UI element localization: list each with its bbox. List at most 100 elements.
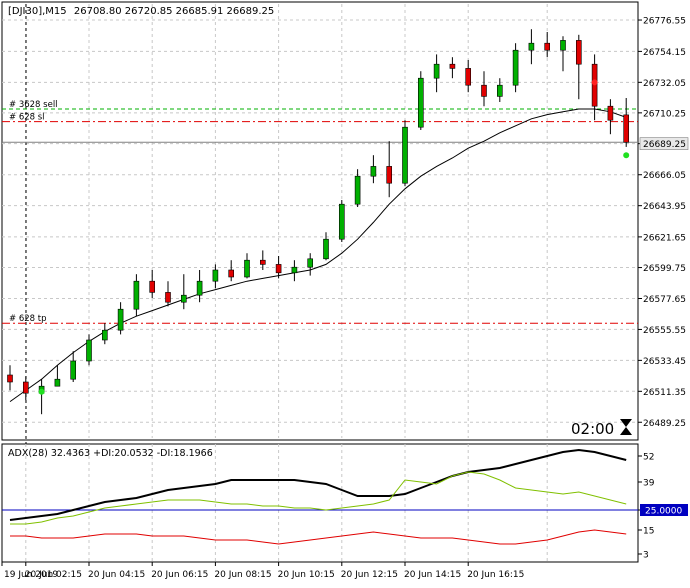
- adx-panel[interactable]: ADX(28) 32.4363 +DI:20.0532 -DI:18.1966: [1, 443, 639, 563]
- bull-candle[interactable]: [133, 274, 140, 317]
- price-tick-label: 26621.65: [643, 233, 686, 243]
- current-price-box: [639, 137, 689, 150]
- chart-title: [DJI30],M15 26708.80 26720.85 26685.91 2…: [8, 6, 274, 17]
- candle-timer: 02:00: [571, 420, 614, 438]
- candle-body: [149, 280, 155, 293]
- candle-body: [86, 339, 92, 362]
- bull-candle[interactable]: [86, 334, 92, 366]
- bull-candle[interactable]: [417, 71, 424, 130]
- bear-candle[interactable]: [7, 365, 13, 391]
- price-tick-label: 26776.55: [643, 17, 686, 27]
- price-tick-label: 26511.35: [643, 388, 686, 398]
- bull-candle[interactable]: [323, 232, 329, 261]
- bear-candle[interactable]: [623, 98, 630, 147]
- candle-body: [244, 259, 250, 278]
- time-tick-label: 20 Jun 08:15: [214, 570, 271, 580]
- candle-body: [512, 49, 519, 86]
- bear-candle[interactable]: [449, 57, 456, 79]
- bear-candle[interactable]: [575, 34, 582, 100]
- candle-body: [528, 42, 535, 51]
- symbol-label: [DJI30],M15: [8, 6, 67, 17]
- trade-level-label: # 628 tp: [9, 314, 46, 324]
- price-tick-label: 26643.95: [643, 202, 686, 212]
- candles[interactable]: [7, 29, 630, 415]
- candle-body: [607, 105, 614, 121]
- trade-levels[interactable]: # 3628 sell # 628 sl # 628 tp: [2, 100, 638, 324]
- bull-candle[interactable]: [402, 120, 408, 186]
- bear-candle[interactable]: [259, 250, 266, 270]
- price-tick-label: 26710.25: [643, 109, 686, 119]
- plus-di-line: [10, 471, 627, 525]
- adx-level-box: [640, 504, 688, 516]
- bear-candle[interactable]: [165, 281, 171, 307]
- moving-average-line: [9, 108, 627, 403]
- candle-body: [496, 84, 503, 97]
- ohlc-readout: 26708.80 26720.85 26685.91 26689.25: [74, 6, 274, 17]
- current-price-label: 26689.25: [643, 140, 686, 150]
- bear-candle[interactable]: [481, 71, 487, 107]
- adx-level-label: 25.0000: [645, 507, 682, 517]
- hourglass-icon: [620, 419, 632, 435]
- trade-level-label: # 628 sl: [9, 113, 45, 123]
- bear-candle[interactable]: [386, 141, 393, 198]
- bull-candle[interactable]: [528, 29, 535, 65]
- bull-candle[interactable]: [370, 155, 377, 184]
- bull-candle[interactable]: [244, 253, 250, 279]
- minus-di-line: [10, 529, 627, 545]
- bull-candle[interactable]: [181, 274, 187, 310]
- trade-level-label: # 3628 sell: [9, 100, 58, 110]
- adx-line: [9, 448, 627, 521]
- candle-body: [117, 308, 124, 331]
- bear-candle[interactable]: [228, 260, 234, 282]
- bear-candle[interactable]: [149, 270, 155, 298]
- time-tick-label: 20 Jun 06:15: [151, 570, 208, 580]
- fractal-up-marker: [591, 79, 598, 86]
- bull-candle[interactable]: [354, 169, 361, 207]
- price-tick-label: 26555.55: [643, 326, 686, 336]
- bull-candle[interactable]: [433, 54, 440, 93]
- candle-body: [70, 360, 76, 380]
- bear-candle[interactable]: [275, 256, 282, 279]
- bull-candle[interactable]: [54, 365, 61, 387]
- price-axis[interactable]: 26776.55 26754.15 26732.05 26710.25 26689.25…: [638, 17, 689, 429]
- bull-candle[interactable]: [560, 36, 566, 72]
- time-tick-label: 20 Jun 02:15: [25, 570, 82, 580]
- candle-body: [417, 77, 424, 128]
- time-tick-label: 20 Jun 04:15: [88, 570, 145, 580]
- bull-candle[interactable]: [512, 43, 519, 93]
- bull-candle[interactable]: [338, 200, 345, 242]
- candle-body: [54, 378, 61, 387]
- time-tick-label: 20 Jun 12:15: [341, 570, 398, 580]
- candle-body: [481, 84, 487, 97]
- bear-candle[interactable]: [22, 376, 29, 401]
- adx-tick-label: 52: [643, 453, 654, 463]
- bull-candle[interactable]: [117, 302, 124, 335]
- bull-candle[interactable]: [212, 264, 219, 289]
- bull-candle[interactable]: [196, 270, 203, 303]
- bear-candle[interactable]: [544, 32, 551, 58]
- bull-candle[interactable]: [102, 323, 108, 345]
- candle-body: [165, 292, 171, 303]
- time-tick-label: 20 Jun 16:15: [467, 570, 524, 580]
- candle-body: [275, 264, 282, 274]
- adx-lines: [9, 448, 627, 545]
- price-tick-label: 26732.05: [643, 79, 686, 89]
- bull-candle[interactable]: [291, 260, 298, 282]
- price-tick-label: 26533.45: [643, 357, 686, 367]
- candle-body: [560, 40, 566, 51]
- candle-body: [291, 266, 298, 274]
- bear-candle[interactable]: [607, 99, 614, 135]
- bull-candle[interactable]: [307, 253, 314, 276]
- bull-candle[interactable]: [70, 351, 76, 382]
- candle-body: [370, 166, 377, 177]
- adx-tick-label: 39: [643, 479, 655, 489]
- candle-body: [228, 269, 234, 278]
- adx-axis[interactable]: 52 39 25.0000 15 3: [638, 453, 688, 561]
- bull-candle[interactable]: [496, 78, 503, 102]
- bear-candle[interactable]: [465, 60, 472, 93]
- price-panel[interactable]: # 3628 sell # 628 sl # 628 tp [DJI30],M15 …: [1, 1, 639, 562]
- candle-body: [575, 40, 582, 65]
